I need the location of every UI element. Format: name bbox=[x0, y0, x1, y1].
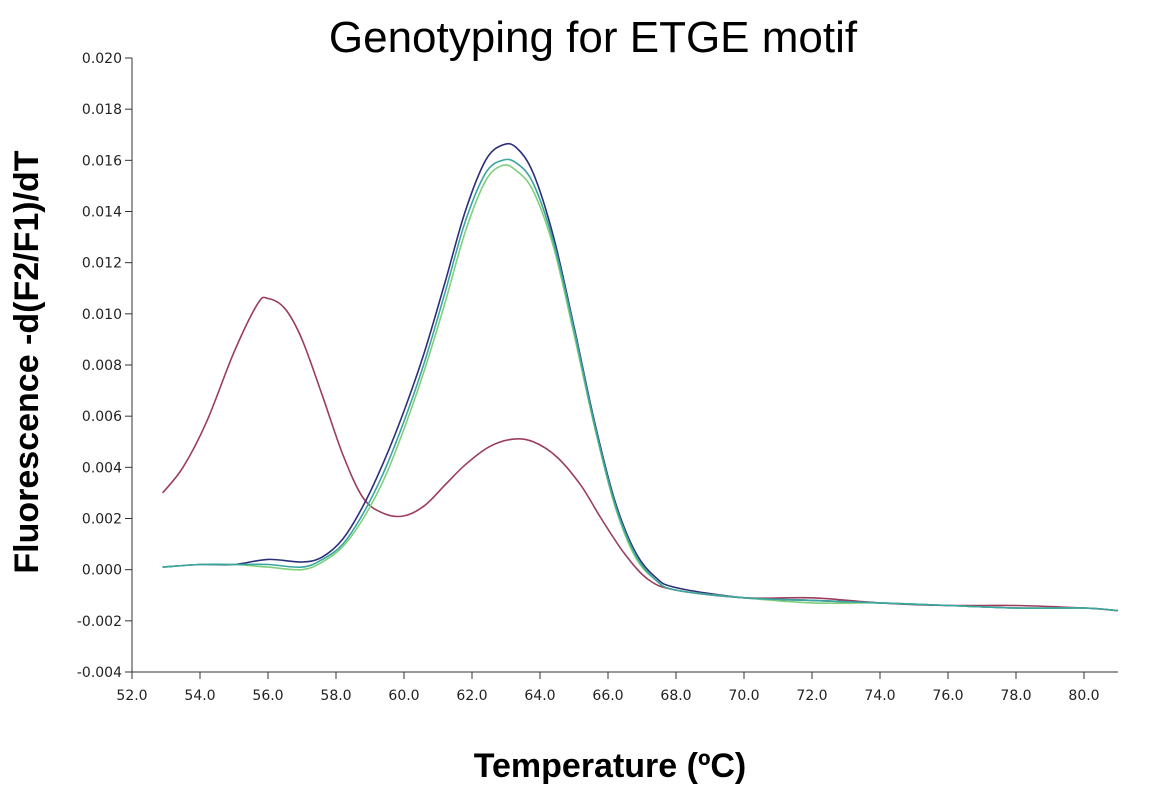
y-tick-label: 0.014 bbox=[82, 205, 122, 221]
x-axis-label: Temperature (ºC) bbox=[474, 747, 747, 785]
x-tick-label: 58.0 bbox=[320, 688, 351, 704]
x-tick-label: 66.0 bbox=[592, 688, 623, 704]
x-tick-label: 76.0 bbox=[932, 688, 963, 704]
y-tick-label: 0.020 bbox=[82, 51, 122, 67]
series-line-3 bbox=[162, 164, 1119, 612]
y-tick-label: 0.008 bbox=[82, 358, 122, 374]
series-line-4 bbox=[162, 158, 1119, 612]
x-tick-label: 52.0 bbox=[116, 688, 147, 704]
x-tick-label: 78.0 bbox=[1000, 688, 1031, 704]
y-tick-label: 0.018 bbox=[82, 102, 122, 118]
x-tick-label: 70.0 bbox=[728, 688, 759, 704]
y-tick-label: -0.002 bbox=[77, 614, 122, 630]
chart-title: Genotyping for ETGE motif bbox=[329, 13, 858, 62]
x-tick-label: 54.0 bbox=[184, 688, 215, 704]
x-tick-label: 64.0 bbox=[524, 688, 555, 704]
y-tick-label: 0.004 bbox=[82, 460, 122, 476]
y-tick-label: 0.002 bbox=[82, 512, 122, 528]
y-axis-label: Fluorescence -d(F2/F1)/dT bbox=[8, 150, 46, 573]
series-group bbox=[161, 142, 1119, 612]
x-tick-label: 80.0 bbox=[1068, 688, 1099, 704]
y-tick-label: 0.016 bbox=[82, 153, 122, 169]
x-tick-label: 62.0 bbox=[456, 688, 487, 704]
axes: -0.004 -0.002 0.000 0.002 0.004 0.006 0.008 0.0… bbox=[77, 51, 1118, 704]
x-tick-label: 56.0 bbox=[252, 688, 283, 704]
x-tick-label: 68.0 bbox=[660, 688, 691, 704]
x-tick-label: 72.0 bbox=[796, 688, 827, 704]
series-line-2 bbox=[162, 142, 1119, 612]
x-tick-label: 74.0 bbox=[864, 688, 895, 704]
y-tick-label: -0.004 bbox=[77, 665, 122, 681]
y-tick-label: 0.012 bbox=[82, 256, 122, 272]
x-tick-label: 60.0 bbox=[388, 688, 419, 704]
y-tick-label: 0.006 bbox=[82, 409, 122, 425]
y-tick-label: 0.010 bbox=[82, 307, 122, 323]
y-tick-label: 0.000 bbox=[82, 563, 122, 579]
series-line-1 bbox=[161, 296, 1119, 612]
